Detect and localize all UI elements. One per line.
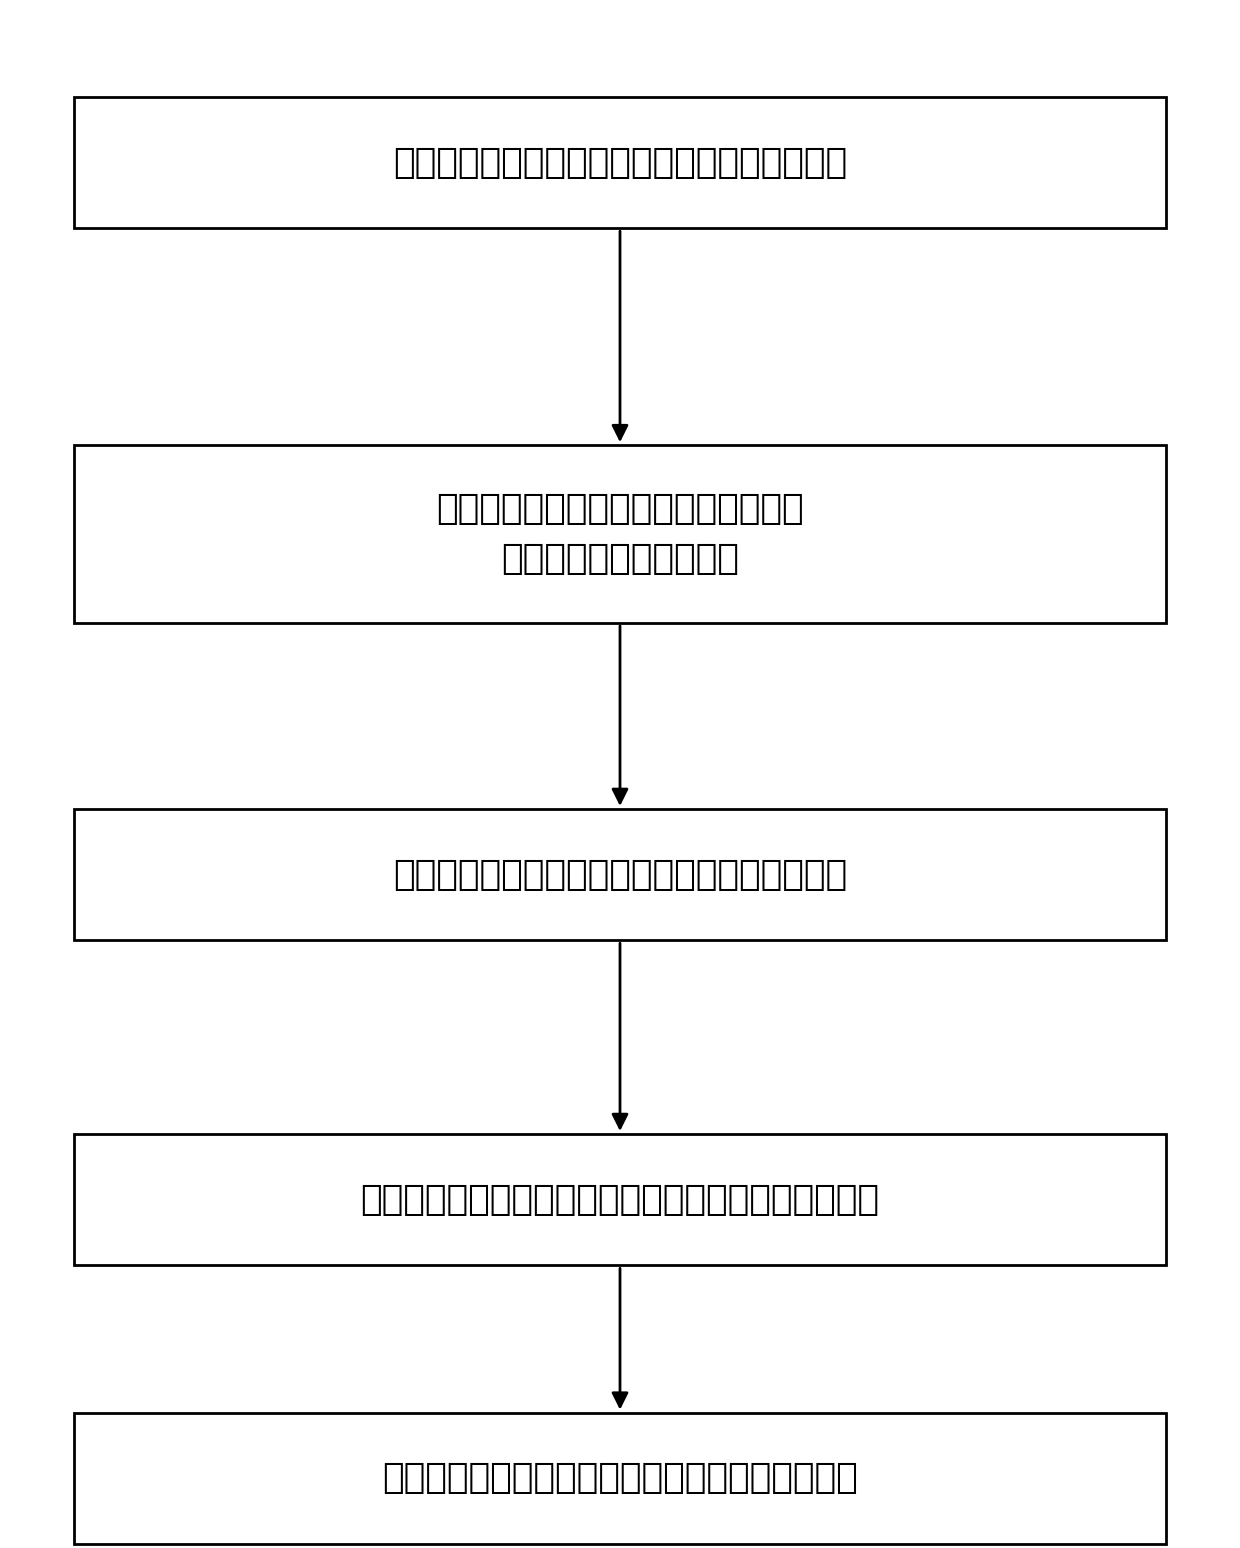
Bar bbox=[74, 96, 1166, 228]
Bar bbox=[74, 446, 1166, 622]
Text: 驱动在流水线上的待批量检测的半导体器件到位: 驱动在流水线上的待批量检测的半导体器件到位 bbox=[393, 146, 847, 180]
Bar bbox=[74, 1133, 1166, 1266]
Bar bbox=[74, 1412, 1166, 1545]
Text: 对流水线上的下一个待测半导体器件重复上述步骤: 对流水线上的下一个待测半导体器件重复上述步骤 bbox=[382, 1461, 858, 1495]
Bar bbox=[74, 808, 1166, 940]
Text: 根据所述压力信号检测待测半导体器件的电气输出信号: 根据所述压力信号检测待测半导体器件的电气输出信号 bbox=[361, 1183, 879, 1217]
Text: 设置具有石墨烯探针的触压探针，并驱
动触压探针到达待测状态: 设置具有石墨烯探针的触压探针，并驱 动触压探针到达待测状态 bbox=[436, 492, 804, 576]
Text: 检测待测半导体器件各触压探针输出的压力信号: 检测待测半导体器件各触压探针输出的压力信号 bbox=[393, 858, 847, 892]
